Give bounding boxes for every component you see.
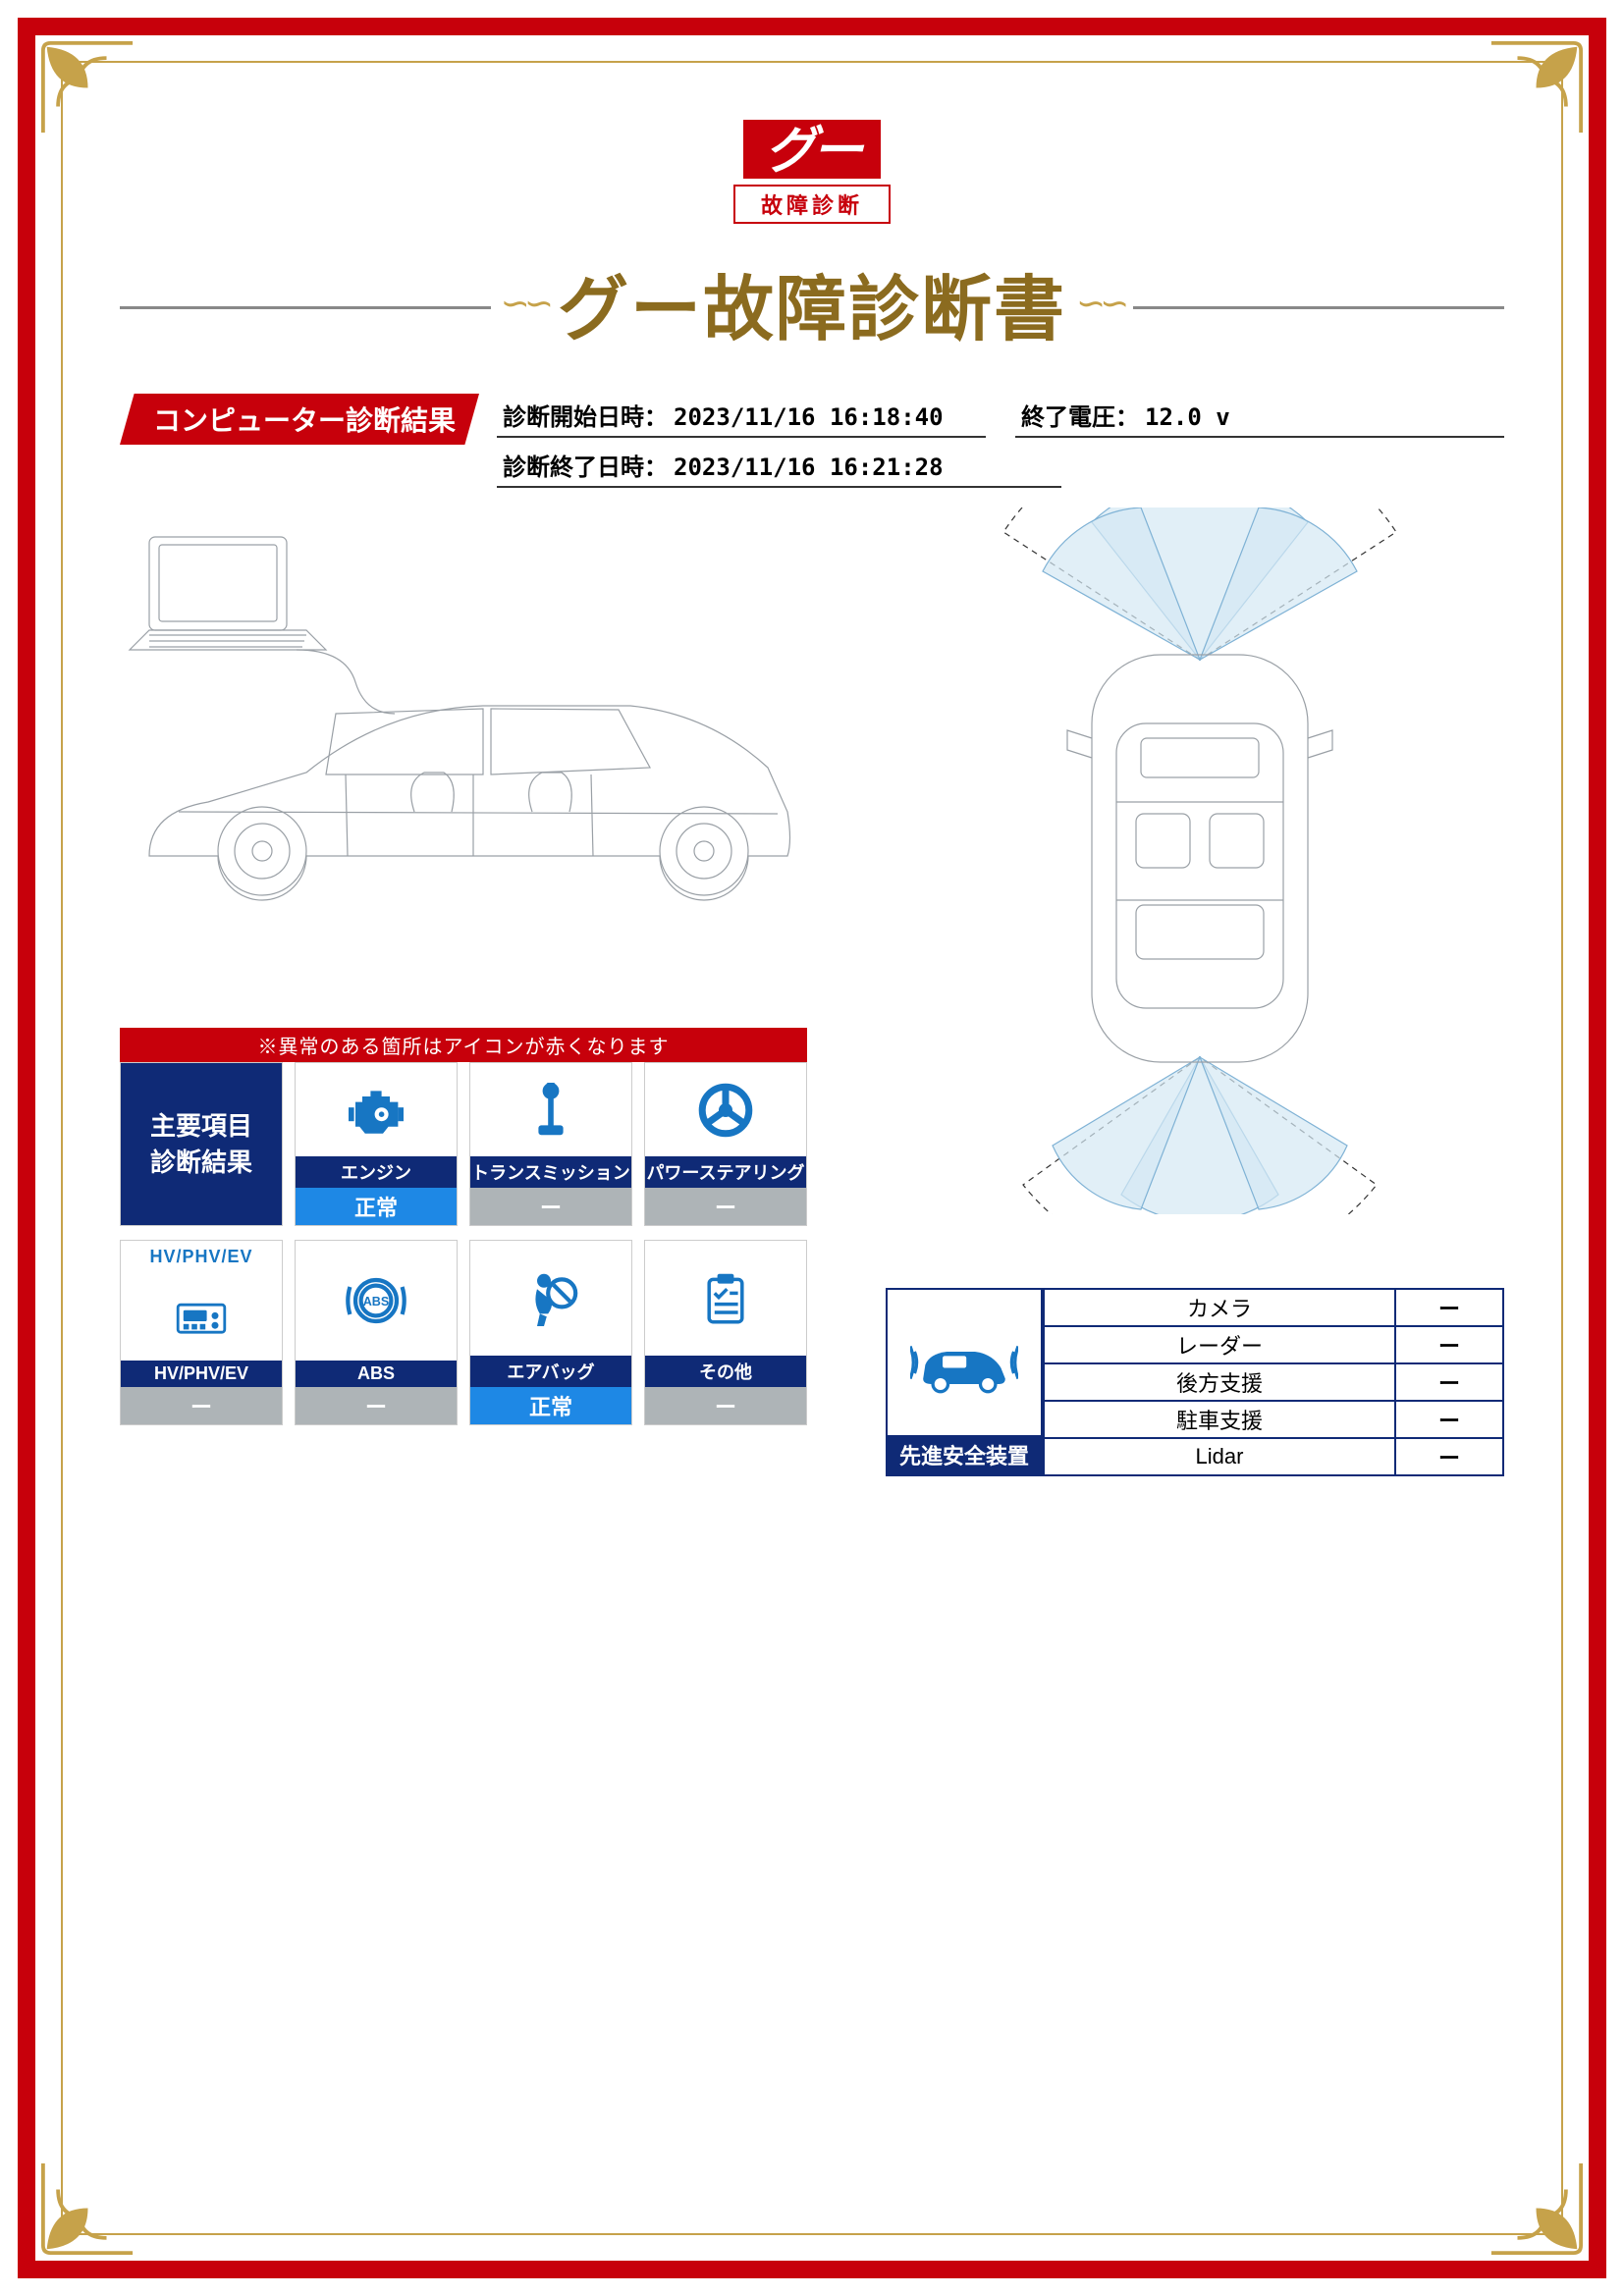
main-title-card: 主要項目診断結果 xyxy=(120,1062,283,1226)
end-value: 2023/11/16 16:21:28 xyxy=(674,454,944,481)
title-line-left xyxy=(120,306,491,309)
car-top-diagram xyxy=(895,507,1504,1214)
card-status: 正常 xyxy=(296,1188,457,1225)
card-status: ー xyxy=(645,1387,806,1424)
start-label: 診断開始日時： xyxy=(503,398,668,432)
dates-block: 診断開始日時： 2023/11/16 16:18:40 終了電圧： 12.0 v… xyxy=(497,394,1504,488)
section-banner: コンピューター診断結果 xyxy=(120,394,479,445)
voltage-value: 12.0 v xyxy=(1145,403,1230,431)
safety-row: カメラー xyxy=(1044,1289,1503,1326)
info-row: コンピューター診断結果 診断開始日時： 2023/11/16 16:18:40 … xyxy=(120,394,1504,488)
logo-text: グー xyxy=(743,120,881,179)
card-name: HV/PHV/EV xyxy=(121,1361,282,1387)
svg-text:ABS: ABS xyxy=(363,1295,390,1308)
safety-row: 後方支援ー xyxy=(1044,1363,1503,1401)
page: グー 故障診断 ∽∽ グー故障診断書 ∽∽ コンピューター診断結果 診断開始日時… xyxy=(0,0,1624,2296)
safety-value: ー xyxy=(1395,1401,1503,1438)
diagnostic-card-hv: HV/PHV/EVHV/PHV/EVー xyxy=(120,1240,283,1425)
laptop-icon xyxy=(130,537,395,714)
safety-title: 先進安全装置 xyxy=(888,1435,1041,1474)
diagnostic-card-abs: ABSABSー xyxy=(295,1240,458,1425)
date-line-end: 診断終了日時： 2023/11/16 16:21:28 xyxy=(497,444,1061,488)
hv-icon xyxy=(121,1267,282,1361)
safety-value: ー xyxy=(1395,1326,1503,1363)
diagnostic-card-airbag: エアバッグ正常 xyxy=(469,1240,632,1425)
card-status: ー xyxy=(121,1387,282,1424)
card-name: その他 xyxy=(645,1356,806,1387)
logo-subtitle: 故障診断 xyxy=(733,185,891,224)
power-icon xyxy=(645,1063,806,1156)
safety-icon-card: 先進安全装置 xyxy=(886,1288,1043,1476)
safety-label: Lidar xyxy=(1044,1438,1395,1475)
diagnostic-card-trans: トランスミッションー xyxy=(469,1062,632,1226)
other-icon xyxy=(645,1241,806,1356)
card-status: ー xyxy=(296,1387,457,1424)
card-top-label: HV/PHV/EV xyxy=(121,1241,282,1267)
diagram-area xyxy=(120,517,1504,1028)
car-safety-icon xyxy=(910,1328,1018,1397)
safety-label: 後方支援 xyxy=(1044,1363,1395,1401)
icons-header-note: ※異常のある箇所はアイコンが赤くなります xyxy=(120,1028,807,1062)
safety-label: カメラ xyxy=(1044,1289,1395,1326)
card-name: トランスミッション xyxy=(470,1156,631,1188)
page-title: グー故障診断書 xyxy=(558,251,1066,354)
safety-row: レーダーー xyxy=(1044,1326,1503,1363)
abs-icon: ABS xyxy=(296,1241,457,1361)
card-name: エンジン xyxy=(296,1156,457,1188)
title-row: ∽∽ グー故障診断書 ∽∽ xyxy=(120,251,1504,354)
engine-icon xyxy=(296,1063,457,1156)
date-line-start: 診断開始日時： 2023/11/16 16:18:40 xyxy=(497,394,986,438)
icons-panel: ※異常のある箇所はアイコンが赤くなります 主要項目診断結果エンジン正常トランスミ… xyxy=(120,1028,807,1425)
voltage-label: 終了電圧： xyxy=(1021,398,1139,432)
diagnostic-card-power: パワーステアリングー xyxy=(644,1062,807,1226)
end-label: 診断終了日時： xyxy=(503,448,668,482)
card-status: ー xyxy=(470,1188,631,1225)
car-side-icon xyxy=(149,706,790,900)
trans-icon xyxy=(470,1063,631,1156)
start-value: 2023/11/16 16:18:40 xyxy=(674,403,944,431)
car-side-diagram xyxy=(120,517,807,930)
diagnostic-card-engine: エンジン正常 xyxy=(295,1062,458,1226)
title-line-right xyxy=(1133,306,1504,309)
safety-value: ー xyxy=(1395,1363,1503,1401)
safety-value: ー xyxy=(1395,1289,1503,1326)
diagnostic-card-other: その他ー xyxy=(644,1240,807,1425)
card-status: 正常 xyxy=(470,1387,631,1424)
logo-block: グー 故障診断 xyxy=(120,120,1504,224)
safety-table: カメラーレーダーー後方支援ー駐車支援ーLidarー xyxy=(1043,1288,1504,1476)
safety-row: Lidarー xyxy=(1044,1438,1503,1475)
safety-label: レーダー xyxy=(1044,1326,1395,1363)
title-deco-right: ∽∽ xyxy=(1076,283,1123,324)
safety-block: 先進安全装置 カメラーレーダーー後方支援ー駐車支援ーLidarー xyxy=(886,1288,1504,1476)
card-name: エアバッグ xyxy=(470,1356,631,1387)
date-line-voltage: 終了電圧： 12.0 v xyxy=(1015,394,1504,438)
airbag-icon xyxy=(470,1241,631,1356)
card-name: ABS xyxy=(296,1361,457,1387)
safety-value: ー xyxy=(1395,1438,1503,1475)
safety-label: 駐車支援 xyxy=(1044,1401,1395,1438)
title-deco-left: ∽∽ xyxy=(501,283,548,324)
content-area: グー 故障診断 ∽∽ グー故障診断書 ∽∽ コンピューター診断結果 診断開始日時… xyxy=(71,71,1553,2225)
safety-row: 駐車支援ー xyxy=(1044,1401,1503,1438)
card-name: パワーステアリング xyxy=(645,1156,806,1188)
card-status: ー xyxy=(645,1188,806,1225)
car-top-icon xyxy=(1067,655,1332,1062)
